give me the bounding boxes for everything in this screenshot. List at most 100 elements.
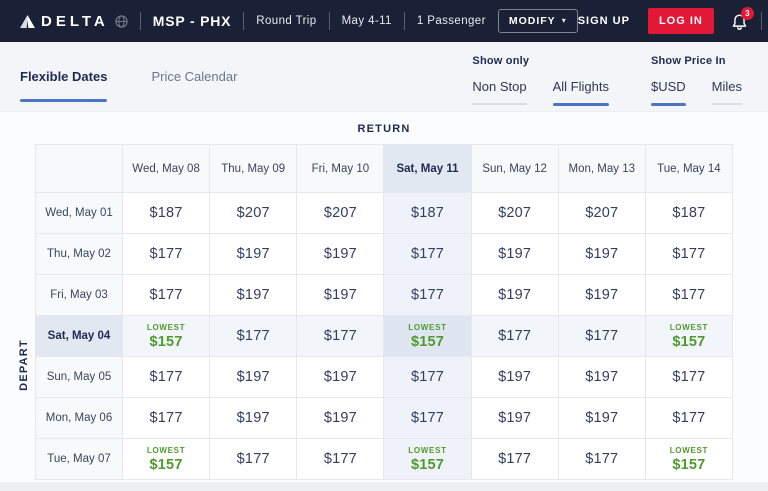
fare-cell[interactable]: $177 bbox=[644, 233, 734, 275]
filter-option-label: $USD bbox=[650, 79, 686, 94]
filter-option-label: All Flights bbox=[552, 79, 609, 94]
fare-price: $197 bbox=[236, 369, 270, 385]
fare-cell[interactable]: $197 bbox=[209, 233, 298, 275]
depart-date-header[interactable]: Wed, May 01 bbox=[35, 192, 123, 234]
fare-cell[interactable]: $197 bbox=[296, 356, 385, 398]
fare-cell[interactable]: $197 bbox=[557, 397, 646, 439]
fare-cell[interactable]: $207 bbox=[296, 192, 385, 234]
tab-flexible-dates[interactable]: Flexible Dates bbox=[20, 69, 108, 102]
fare-cell[interactable]: $177 bbox=[644, 397, 734, 439]
fare-cell[interactable]: $177 bbox=[383, 356, 472, 398]
fare-cell[interactable]: $177 bbox=[644, 356, 734, 398]
fare-cell[interactable]: $197 bbox=[470, 397, 559, 439]
fare-cell[interactable]: $197 bbox=[470, 274, 559, 316]
fare-cell[interactable]: $177 bbox=[209, 438, 298, 480]
tab-price-calendar[interactable]: Price Calendar bbox=[151, 69, 237, 102]
delta-logo[interactable]: DELTA bbox=[20, 13, 128, 30]
fare-cell-lowest[interactable]: LOWEST $157 bbox=[121, 438, 211, 480]
fare-cell[interactable]: $177 bbox=[644, 274, 734, 316]
return-date-header[interactable]: Fri, May 10 bbox=[296, 144, 385, 193]
fare-price: $177 bbox=[672, 410, 706, 426]
fare-cell[interactable]: $197 bbox=[470, 356, 559, 398]
fare-cell[interactable]: $177 bbox=[296, 438, 385, 480]
return-date-header[interactable]: Sun, May 12 bbox=[470, 144, 559, 193]
depart-date-header[interactable]: Sun, May 05 bbox=[35, 356, 123, 398]
fare-cell[interactable]: $177 bbox=[383, 397, 472, 439]
filter-option-label: Non Stop bbox=[472, 79, 527, 94]
results-subnav: Flexible Dates Price Calendar Show only … bbox=[0, 42, 768, 112]
fare-price: $177 bbox=[410, 369, 445, 385]
globe-icon bbox=[115, 14, 128, 28]
fare-cell[interactable]: $197 bbox=[557, 274, 646, 316]
active-tab-underline bbox=[20, 99, 108, 102]
return-date-header[interactable]: Sat, May 11 bbox=[383, 144, 472, 193]
fare-cell[interactable]: $207 bbox=[470, 192, 559, 234]
signup-link[interactable]: SIGN UP bbox=[577, 15, 630, 27]
fare-cell[interactable]: $197 bbox=[209, 274, 298, 316]
fare-cell[interactable]: $207 bbox=[209, 192, 298, 234]
fare-price: $177 bbox=[498, 328, 532, 344]
fare-cell[interactable]: $177 bbox=[121, 233, 211, 275]
fare-cell-lowest[interactable]: LOWEST $157 bbox=[383, 315, 472, 357]
fare-cell[interactable]: $197 bbox=[557, 233, 646, 275]
modify-button-label: MODIFY bbox=[508, 15, 556, 27]
fare-cell-lowest[interactable]: LOWEST $157 bbox=[644, 438, 734, 480]
fare-price: $197 bbox=[498, 287, 532, 303]
fare-cell[interactable]: $187 bbox=[644, 192, 734, 234]
return-date-header[interactable]: Mon, May 13 bbox=[557, 144, 646, 193]
depart-date-header[interactable]: Thu, May 02 bbox=[35, 233, 123, 275]
fare-cell[interactable]: $177 bbox=[557, 438, 646, 480]
filter-option-miles[interactable]: Miles bbox=[711, 79, 742, 106]
fare-cell-lowest[interactable]: LOWEST $157 bbox=[644, 315, 734, 357]
fare-cell[interactable]: $197 bbox=[557, 356, 646, 398]
fare-price: $197 bbox=[585, 369, 619, 385]
filter-show-only: Show only Non Stop All Flights bbox=[472, 55, 609, 106]
fare-price: $177 bbox=[149, 246, 183, 262]
fare-cell[interactable]: $197 bbox=[209, 397, 298, 439]
fare-price: $177 bbox=[672, 246, 706, 262]
fare-price: $157 bbox=[149, 456, 183, 473]
fare-cell[interactable]: $177 bbox=[470, 315, 559, 357]
fare-cell[interactable]: $197 bbox=[296, 233, 385, 275]
fare-cell[interactable]: $177 bbox=[470, 438, 559, 480]
modify-button[interactable]: MODIFY ▾ bbox=[497, 9, 578, 33]
fare-cell[interactable]: $197 bbox=[296, 397, 385, 439]
fare-price: $187 bbox=[672, 205, 706, 221]
fare-cell[interactable]: $177 bbox=[121, 274, 211, 316]
fare-price: $197 bbox=[323, 410, 357, 426]
depart-date-header[interactable]: Fri, May 03 bbox=[35, 274, 123, 316]
fare-cell[interactable]: $187 bbox=[121, 192, 211, 234]
filter-option-usd[interactable]: $USD bbox=[650, 79, 686, 106]
filter-option-all-flights[interactable]: All Flights bbox=[552, 79, 609, 106]
fare-price: $207 bbox=[498, 205, 532, 221]
fare-cell[interactable]: $177 bbox=[296, 315, 385, 357]
return-date-header[interactable]: Thu, May 09 bbox=[209, 144, 298, 193]
matrix-row: Sat, May 04 LOWEST $157 $177 $177 LOWEST $157 $… bbox=[35, 315, 734, 357]
depart-date-header[interactable]: Tue, May 07 bbox=[35, 438, 123, 480]
lowest-badge: LOWEST bbox=[408, 445, 447, 455]
login-button[interactable]: LOG IN bbox=[647, 8, 714, 34]
depart-date-header[interactable]: Mon, May 06 bbox=[35, 397, 123, 439]
fare-cell-lowest[interactable]: LOWEST $157 bbox=[121, 315, 211, 357]
fare-price: $177 bbox=[585, 451, 619, 467]
notifications-button[interactable]: 3 bbox=[730, 7, 754, 32]
return-date-header[interactable]: Tue, May 14 bbox=[644, 144, 734, 193]
fare-cell[interactable]: $187 bbox=[383, 192, 472, 234]
trip-type-summary: Round Trip bbox=[256, 15, 317, 27]
return-date-header[interactable]: Wed, May 08 bbox=[121, 144, 211, 193]
fare-cell[interactable]: $197 bbox=[209, 356, 298, 398]
fare-cell[interactable]: $197 bbox=[470, 233, 559, 275]
fare-cell[interactable]: $177 bbox=[383, 274, 472, 316]
fare-cell[interactable]: $177 bbox=[209, 315, 298, 357]
notification-badge: 3 bbox=[740, 7, 754, 20]
fare-cell-lowest[interactable]: LOWEST $157 bbox=[383, 438, 472, 480]
fare-cell[interactable]: $177 bbox=[383, 233, 472, 275]
filter-option-non-stop[interactable]: Non Stop bbox=[472, 79, 527, 106]
fare-cell[interactable]: $197 bbox=[296, 274, 385, 316]
fare-cell[interactable]: $177 bbox=[121, 356, 211, 398]
fare-cell[interactable]: $177 bbox=[121, 397, 211, 439]
fare-cell[interactable]: $207 bbox=[557, 192, 646, 234]
depart-date-header[interactable]: Sat, May 04 bbox=[35, 315, 123, 357]
fare-cell[interactable]: $177 bbox=[557, 315, 646, 357]
fare-price: $177 bbox=[149, 287, 183, 303]
